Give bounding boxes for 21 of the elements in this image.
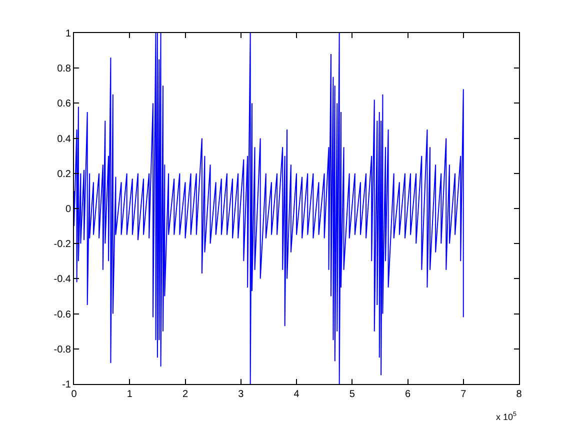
x-tick-label: 4 — [294, 389, 300, 400]
x-tick-label: 1 — [126, 389, 133, 400]
text: x 10$^{5}$ — [496, 411, 518, 422]
x-tick-label: 3 — [238, 389, 244, 400]
line-series — [74, 33, 464, 384]
x-tick-label: 6 — [404, 389, 411, 400]
x-tick-label: 7 — [460, 389, 467, 400]
y-tick-label: -0.4 — [54, 274, 72, 286]
y-tick-label: -0.6 — [54, 309, 72, 320]
y-tick-label: 1 — [65, 28, 72, 40]
x-tick-label: 8 — [516, 389, 522, 400]
y-tick-label: 0.2 — [57, 168, 72, 180]
x-tick-label: 2 — [182, 389, 188, 400]
y-tick-label: -0.2 — [54, 239, 72, 250]
y-tick-label: 0.8 — [57, 64, 72, 75]
y-tick-label: -0.8 — [54, 344, 72, 356]
y-tick-label: 0.4 — [57, 134, 72, 145]
y-tick-label: 0.6 — [57, 98, 72, 110]
y-tick-label: 0 — [65, 204, 72, 215]
y-tick-label: -1 — [62, 380, 72, 390]
x-tick-label: 5 — [349, 389, 356, 400]
